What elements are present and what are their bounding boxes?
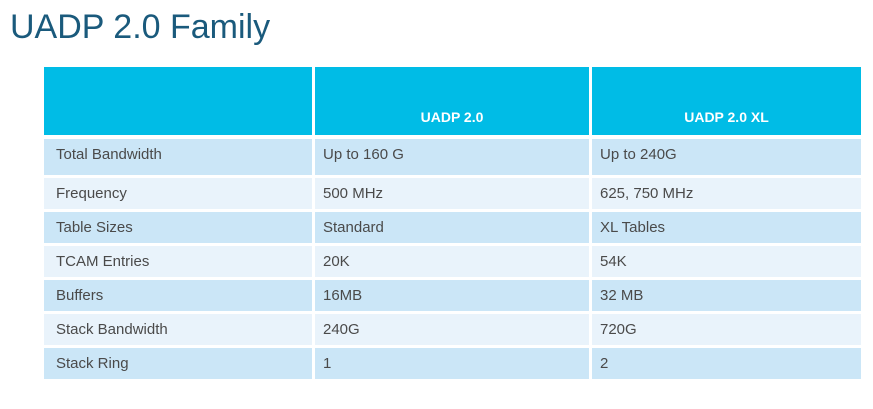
spec-value-uadp20: 16MB [315,280,589,311]
spec-value-uadp20: 20K [315,246,589,277]
spec-value-uadp20: Up to 160 G [315,139,589,175]
table-row-buffers: Buffers 16MB 32 MB [44,280,861,311]
spec-value-uadp20xl: 2 [592,348,861,379]
spec-value-uadp20xl: 720G [592,314,861,345]
spec-name: Total Bandwidth [44,139,312,175]
spec-name: Frequency [44,178,312,209]
spec-name: Buffers [44,280,312,311]
spec-name: TCAM Entries [44,246,312,277]
spec-value-uadp20: Standard [315,212,589,243]
spec-value-uadp20xl: 625, 750 MHz [592,178,861,209]
header-cell-uadp20xl: UADP 2.0 XL [592,67,861,135]
table-row-total-bandwidth: Total Bandwidth Up to 160 G Up to 240G [44,139,861,175]
table-row-frequency: Frequency 500 MHz 625, 750 MHz [44,178,861,209]
table-row-stack-bandwidth: Stack Bandwidth 240G 720G [44,314,861,345]
spec-table: UADP 2.0 UADP 2.0 XL Total Bandwidth Up … [44,67,861,382]
page-title: UADP 2.0 Family [10,8,271,46]
table-row-table-sizes: Table Sizes Standard XL Tables [44,212,861,243]
spec-name: Table Sizes [44,212,312,243]
spec-value-uadp20: 500 MHz [315,178,589,209]
header-cell-uadp20: UADP 2.0 [315,67,589,135]
table-header-row: UADP 2.0 UADP 2.0 XL [44,67,861,135]
spec-value-uadp20: 240G [315,314,589,345]
spec-value-uadp20xl: 32 MB [592,280,861,311]
spec-value-uadp20: 1 [315,348,589,379]
spec-name: Stack Ring [44,348,312,379]
spec-name: Stack Bandwidth [44,314,312,345]
spec-value-uadp20xl: Up to 240G [592,139,861,175]
spec-value-uadp20xl: 54K [592,246,861,277]
table-row-tcam-entries: TCAM Entries 20K 54K [44,246,861,277]
spec-value-uadp20xl: XL Tables [592,212,861,243]
header-cell-empty [44,67,312,135]
table-row-stack-ring: Stack Ring 1 2 [44,348,861,379]
